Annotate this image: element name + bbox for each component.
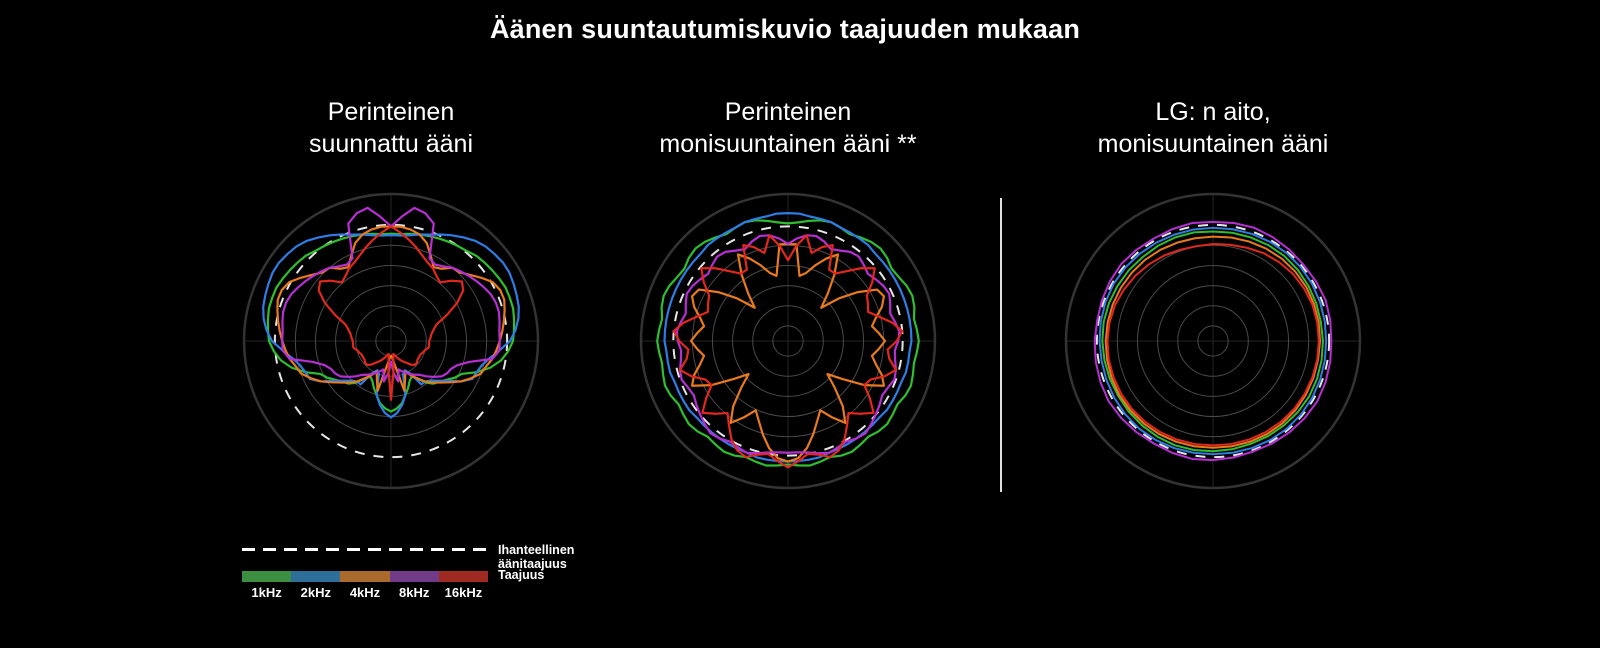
legend-frequency-label: Taajuus <box>498 568 545 582</box>
frequency-color-bar <box>242 571 489 582</box>
heading-line: monisuuntainen ääni <box>1097 130 1329 158</box>
heading-line: suunnattu ääni <box>308 130 474 158</box>
panel-separator-line <box>1000 198 1002 492</box>
legend-swatch-4kHz <box>340 571 390 582</box>
chart-heading-traditional-directional: Perinteinen suunnattu ääni <box>221 96 561 160</box>
chart-heading-traditional-omni: Perinteinen monisuuntainen ääni ** <box>618 96 958 160</box>
heading-line: Perinteinen <box>724 98 852 126</box>
polar-chart-traditional-omni <box>639 192 937 490</box>
legend-swatch-2kHz <box>291 571 341 582</box>
chart-heading-lg-omni: LG: n aito, monisuuntainen ääni <box>1043 96 1383 160</box>
page-title: Äänen suuntautumiskuvio taajuuden mukaan <box>489 14 1081 44</box>
legend-tick-label: 16kHz <box>444 585 483 600</box>
legend-swatch-16kHz <box>438 571 489 582</box>
frequency-tick-labels: 1kHz 2kHz 4kHz 8kHz 16kHz <box>242 585 488 600</box>
legend-tick-label: 1kHz <box>251 585 282 600</box>
legend-tick-label: 2kHz <box>300 585 331 600</box>
legend-tick-label: 4kHz <box>349 585 381 600</box>
legend-swatch-1kHz <box>242 571 292 582</box>
legend-tick-label: 8kHz <box>399 585 430 600</box>
polar-chart-lg-omni <box>1064 192 1362 490</box>
heading-line: Perinteinen <box>327 98 455 126</box>
heading-line: monisuuntainen ääni ** <box>659 130 917 158</box>
heading-line: LG: n aito, <box>1155 98 1271 126</box>
ideal-frequency-dash-swatch <box>242 548 488 551</box>
legend-ideal-label: Ihanteellinen äänitaajuus <box>498 543 575 571</box>
polar-chart-traditional-directional <box>242 192 540 490</box>
legend-swatch-8kHz <box>389 571 439 582</box>
